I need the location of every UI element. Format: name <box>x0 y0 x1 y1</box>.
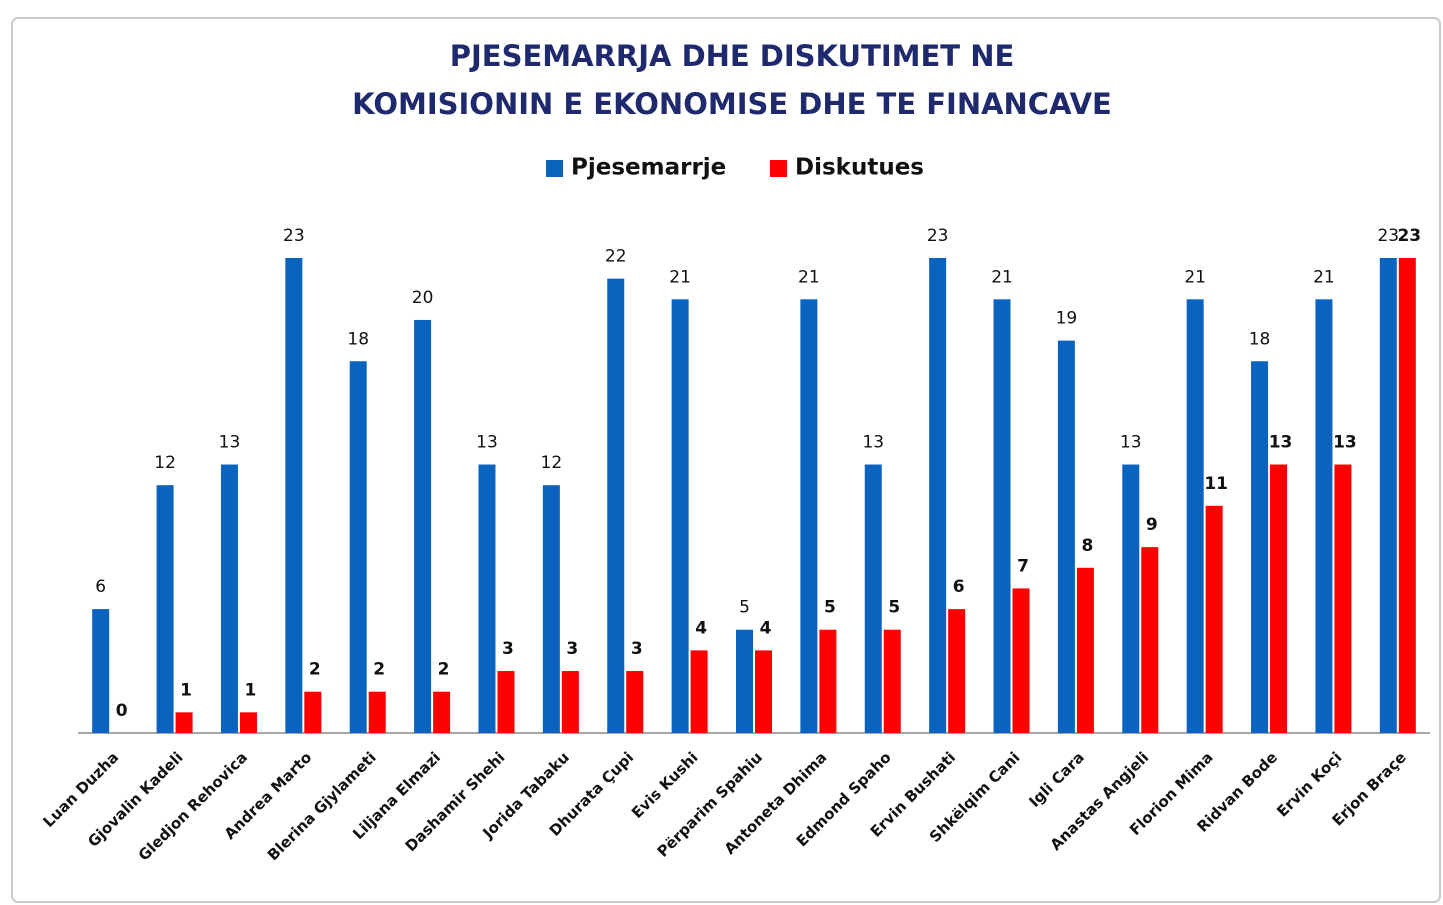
bar <box>1205 505 1223 733</box>
value-label: 12 <box>154 453 176 473</box>
chart-title: KOMISIONIN E EKONOMISE DHE TE FINANCAVE <box>352 87 1112 121</box>
bar <box>1334 464 1352 733</box>
bar <box>175 712 193 733</box>
bar <box>671 299 689 733</box>
bar <box>929 258 947 733</box>
value-label: 23 <box>283 226 305 246</box>
value-label: 6 <box>95 577 106 597</box>
bar <box>1270 464 1288 733</box>
value-label: 21 <box>798 267 820 287</box>
value-label: 19 <box>1056 309 1078 329</box>
bar <box>304 691 322 733</box>
bar <box>690 650 708 733</box>
value-label: 2 <box>438 660 450 680</box>
bar <box>220 464 238 733</box>
bar <box>497 671 515 733</box>
value-label: 21 <box>1313 267 1335 287</box>
value-label: 21 <box>669 267 691 287</box>
bar <box>1398 258 1416 733</box>
value-label: 1 <box>180 680 192 700</box>
value-label: 3 <box>566 639 578 659</box>
value-label: 0 <box>116 701 128 721</box>
chart-title: PJESEMARRJA DHE DISKUTIMET NE <box>450 39 1015 73</box>
bar <box>1057 340 1075 733</box>
value-label: 2 <box>309 660 321 680</box>
bar <box>800 299 818 733</box>
bar <box>607 278 625 733</box>
value-label: 4 <box>695 618 707 638</box>
bar <box>736 629 753 733</box>
bar <box>755 650 772 733</box>
bar <box>1379 258 1397 733</box>
value-label: 23 <box>1397 226 1421 246</box>
value-label: 6 <box>953 577 965 597</box>
value-label: 2 <box>373 660 385 680</box>
bar <box>478 464 496 733</box>
bar <box>1076 567 1094 733</box>
value-label: 13 <box>476 433 498 453</box>
value-label: 13 <box>862 433 884 453</box>
value-label: 13 <box>1333 433 1357 453</box>
bar <box>883 629 901 733</box>
legend-label: Pjesemarrje <box>571 155 726 181</box>
bar <box>819 629 837 733</box>
bar <box>433 691 451 733</box>
value-label: 13 <box>1269 433 1293 453</box>
legend-swatch <box>546 160 563 177</box>
bar <box>239 712 257 733</box>
bar <box>349 361 367 733</box>
bar <box>948 609 966 733</box>
bar <box>414 319 432 733</box>
value-label: 23 <box>927 226 949 246</box>
value-label: 1 <box>245 680 257 700</box>
value-label: 7 <box>1017 556 1029 576</box>
bar <box>285 258 303 733</box>
value-label: 3 <box>631 639 643 659</box>
value-label: 4 <box>760 618 772 638</box>
value-label: 5 <box>888 598 900 618</box>
value-label: 21 <box>1184 267 1206 287</box>
value-label: 13 <box>219 433 241 453</box>
bar <box>156 485 174 733</box>
bar <box>993 299 1011 733</box>
value-label: 18 <box>1249 329 1271 349</box>
bar <box>1141 547 1159 733</box>
bar <box>864 464 882 733</box>
value-label: 12 <box>541 453 563 473</box>
bar <box>1122 464 1140 733</box>
value-label: 9 <box>1146 515 1158 535</box>
value-label: 18 <box>347 329 369 349</box>
bar <box>542 485 560 733</box>
bar <box>1012 588 1030 733</box>
bar <box>92 609 110 733</box>
value-label: 5 <box>739 598 750 618</box>
value-label: 20 <box>412 288 434 308</box>
legend-label: Diskutues <box>795 155 924 181</box>
value-label: 8 <box>1081 536 1093 556</box>
bar <box>1186 299 1204 733</box>
value-label: 13 <box>1120 433 1142 453</box>
bar <box>1251 361 1269 733</box>
value-label: 23 <box>1377 226 1399 246</box>
value-label: 5 <box>824 598 836 618</box>
bar <box>626 671 644 733</box>
bar <box>1315 299 1333 733</box>
value-label: 21 <box>991 267 1013 287</box>
value-label: 11 <box>1204 474 1228 494</box>
bar <box>368 691 386 733</box>
value-label: 22 <box>605 247 627 267</box>
bar <box>561 671 579 733</box>
value-label: 3 <box>502 639 514 659</box>
legend-swatch <box>770 160 787 177</box>
